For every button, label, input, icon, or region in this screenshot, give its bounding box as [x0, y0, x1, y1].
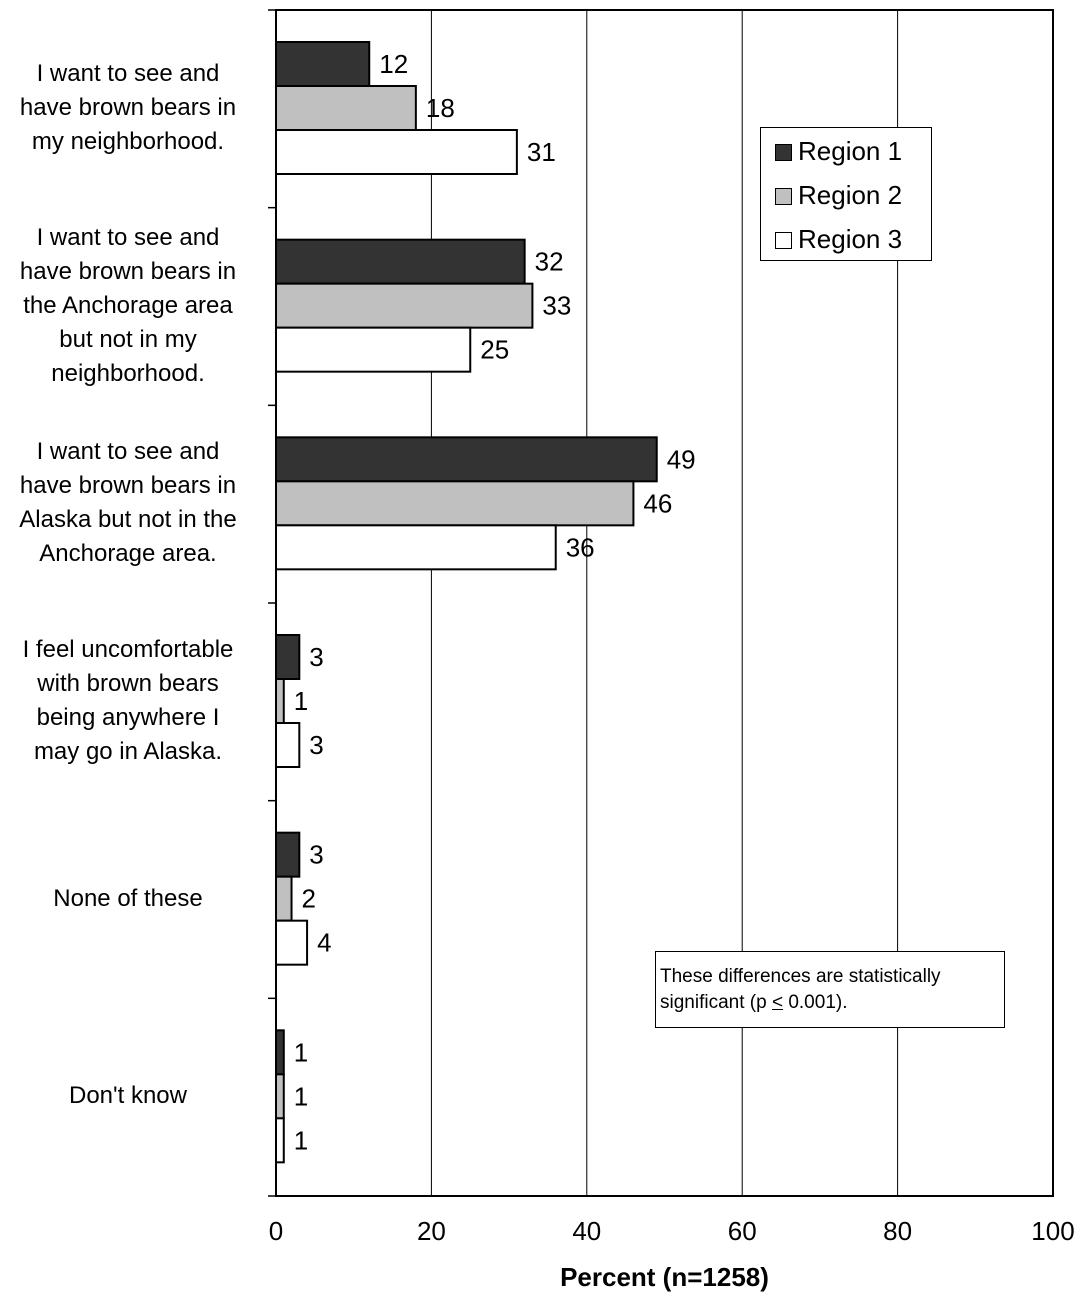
- data-label-region-2-cat-4: 2: [302, 884, 316, 914]
- category-label-line: Anchorage area.: [39, 540, 217, 568]
- legend-swatch-region-1: [775, 144, 792, 161]
- category-label-line: I want to see and: [36, 60, 220, 87]
- x-tick-label-0: 0: [269, 1216, 283, 1246]
- legend-item-region-2: Region 2: [775, 180, 902, 210]
- data-label-region-1-cat-1: 32: [535, 247, 564, 277]
- bar-region-1-cat-3: [275, 634, 301, 680]
- bar-region-3-cat-0: [275, 129, 518, 175]
- category-label-line: the Anchorage area: [23, 291, 233, 319]
- data-label-region-1-cat-2: 49: [667, 444, 696, 474]
- legend-item-region-1: Region 1: [775, 136, 902, 166]
- bar-region-1-cat-5: [275, 1029, 285, 1076]
- category-label-line: have brown bears in: [19, 94, 237, 121]
- category-label-2: I want to see and have brown bears in Alas…: [0, 435, 256, 571]
- category-label-line: may go in Alaska.: [33, 738, 223, 765]
- bar-region-3-cat-2: [275, 524, 557, 571]
- x-axis-title: Percent (n=1258): [560, 1262, 769, 1292]
- data-label-region-2-cat-5: 1: [294, 1081, 308, 1111]
- bar-region-1-cat-4: [275, 831, 301, 878]
- category-label-line: I want to see and: [36, 438, 220, 466]
- bar-region-1-cat-2: [275, 436, 658, 483]
- category-label-line: None of these: [53, 884, 203, 912]
- x-tick-label-100: 100: [1031, 1216, 1074, 1246]
- category-label-3: I feel uncomfortable with brown bears bein…: [0, 633, 256, 769]
- significance-note: These differences are statistically sign…: [655, 951, 1005, 1028]
- category-label-line: neighborhood.: [51, 359, 205, 387]
- legend-swatch-region-2: [775, 188, 792, 205]
- x-tick-label-20: 20: [417, 1216, 446, 1246]
- note-line-1: These differences are statistically: [660, 966, 941, 987]
- bar-region-3-cat-5: [275, 1117, 285, 1164]
- data-label-region-1-cat-4: 3: [309, 840, 323, 870]
- category-label-line: have brown bears in: [19, 257, 237, 285]
- category-label-line: but not in my: [59, 325, 197, 353]
- data-label-region-2-cat-2: 46: [643, 488, 672, 518]
- bar-region-3-cat-1: [275, 326, 472, 373]
- bar-region-2-cat-3: [275, 678, 285, 724]
- data-label-region-3-cat-4: 4: [317, 928, 331, 958]
- data-label-region-1-cat-5: 1: [294, 1037, 308, 1067]
- note-line-2-pre: significant (p: [660, 992, 772, 1013]
- bar-region-2-cat-1: [275, 282, 534, 329]
- legend: Region 1 Region 2 Region 3: [760, 127, 932, 261]
- category-label-4: None of these: [0, 882, 256, 916]
- x-tick-label-80: 80: [883, 1216, 912, 1246]
- legend-swatch-region-3: [775, 232, 792, 249]
- category-label-line: with brown bears: [37, 670, 219, 697]
- category-label-line: Alaska but not in the: [19, 506, 237, 534]
- bar-region-2-cat-0: [275, 85, 417, 131]
- data-label-region-3-cat-0: 31: [527, 137, 556, 167]
- legend-label-region-1: Region 1: [798, 136, 903, 166]
- data-label-region-1-cat-0: 12: [379, 49, 408, 79]
- category-label-1: I want to see and have brown bears in the …: [0, 221, 256, 391]
- legend-item-region-3: Region 3: [775, 224, 902, 254]
- data-label-region-3-cat-2: 36: [566, 532, 595, 562]
- data-label-region-3-cat-1: 25: [480, 335, 509, 365]
- category-label-line: my neighborhood.: [31, 128, 225, 155]
- bar-region-2-cat-5: [275, 1073, 285, 1120]
- bar-region-3-cat-4: [275, 919, 309, 966]
- x-tick-label-60: 60: [728, 1216, 757, 1246]
- note-line-2-symbol: <: [771, 992, 784, 1013]
- data-label-region-3-cat-3: 3: [309, 730, 323, 760]
- data-label-region-1-cat-3: 3: [309, 642, 323, 672]
- category-label-5: Don't know: [0, 1079, 256, 1113]
- data-label-region-2-cat-1: 33: [542, 291, 571, 321]
- category-label-line: Don't know: [69, 1082, 187, 1110]
- category-label-0: I want to see and have brown bears in my n…: [0, 57, 256, 159]
- data-label-region-3-cat-5: 1: [294, 1125, 308, 1155]
- note-line-2: significant (p < 0.001).: [660, 990, 1004, 1016]
- legend-label-region-3: Region 3: [798, 224, 903, 254]
- note-line-2-post: 0.001).: [783, 992, 848, 1013]
- bar-region-2-cat-4: [275, 875, 293, 922]
- category-label-line: being anywhere I: [36, 704, 220, 731]
- x-tick-label-40: 40: [572, 1216, 601, 1246]
- category-label-line: have brown bears in: [19, 472, 237, 500]
- data-label-region-2-cat-3: 1: [294, 686, 308, 716]
- data-label-region-2-cat-0: 18: [426, 93, 455, 123]
- bar-region-2-cat-2: [275, 480, 635, 527]
- bar-region-1-cat-1: [275, 238, 526, 285]
- legend-label-region-2: Region 2: [798, 180, 903, 210]
- category-label-line: I feel uncomfortable: [22, 636, 234, 663]
- bar-region-1-cat-0: [275, 41, 371, 87]
- category-label-line: I want to see and: [36, 223, 220, 251]
- bar-region-3-cat-3: [275, 722, 301, 768]
